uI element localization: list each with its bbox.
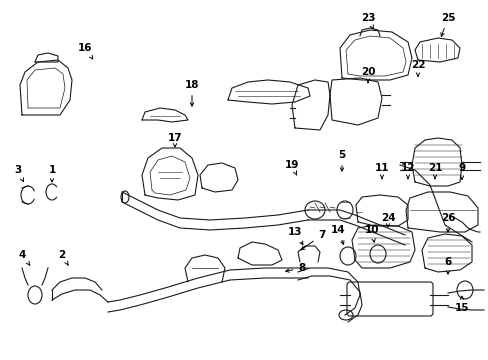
Text: 4: 4 xyxy=(18,250,30,265)
Text: 12: 12 xyxy=(400,163,414,179)
Text: 15: 15 xyxy=(454,296,468,313)
Text: 3: 3 xyxy=(14,165,23,181)
Text: 18: 18 xyxy=(184,80,199,106)
Text: 2: 2 xyxy=(58,250,68,265)
Text: 25: 25 xyxy=(440,13,454,36)
Text: 26: 26 xyxy=(440,213,454,232)
Text: 6: 6 xyxy=(444,257,451,274)
Text: 17: 17 xyxy=(167,133,182,147)
Text: 23: 23 xyxy=(360,13,374,29)
Text: 7: 7 xyxy=(301,230,325,250)
Text: 16: 16 xyxy=(78,43,93,59)
Text: 11: 11 xyxy=(374,163,388,179)
Text: 1: 1 xyxy=(48,165,56,182)
Text: 21: 21 xyxy=(427,163,441,179)
Text: 20: 20 xyxy=(360,67,374,83)
Text: 19: 19 xyxy=(284,160,299,175)
Text: 8: 8 xyxy=(285,263,305,273)
Text: 10: 10 xyxy=(364,225,379,242)
Text: 9: 9 xyxy=(458,163,465,179)
Text: 22: 22 xyxy=(410,60,425,76)
Text: 13: 13 xyxy=(287,227,303,245)
Text: 14: 14 xyxy=(330,225,345,244)
Text: 5: 5 xyxy=(338,150,345,171)
Text: 24: 24 xyxy=(380,213,394,227)
